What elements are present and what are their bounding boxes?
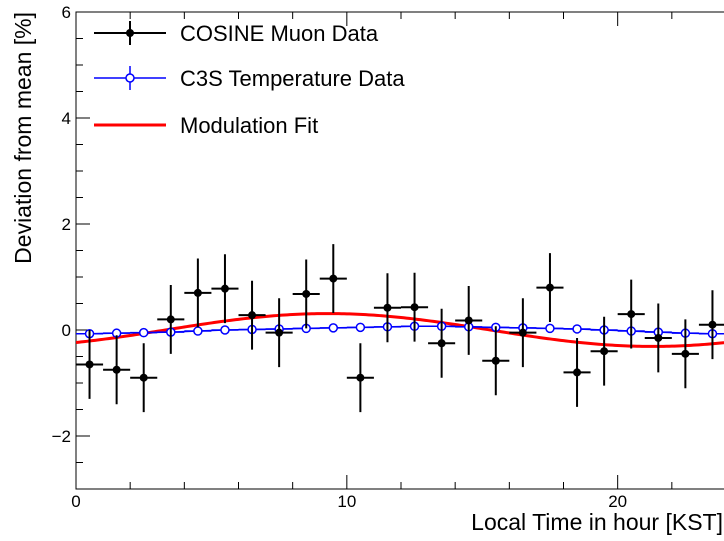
muon-point	[654, 333, 663, 342]
muon-point	[220, 284, 229, 293]
tick-labels: 0 10 20 −2 0 2 4 6	[52, 3, 628, 511]
y-tick-label: 4	[62, 109, 71, 128]
muon-point	[356, 373, 365, 382]
y-axis-title: Deviation from mean [%]	[10, 12, 36, 264]
muon-point	[383, 303, 392, 312]
muon-point	[518, 328, 527, 337]
muon-point	[248, 311, 257, 320]
y-tick-label: 2	[62, 215, 71, 234]
legend-temp-marker	[125, 73, 135, 83]
y-tick-label: 0	[62, 321, 71, 340]
temperature-point	[193, 326, 203, 336]
muon-point	[85, 360, 94, 369]
muon-point	[491, 356, 500, 365]
legend-item-muon: COSINE Muon Data	[94, 21, 379, 46]
data-layer	[76, 244, 724, 413]
muon-point	[275, 328, 284, 337]
fit-curve	[76, 312, 724, 348]
muon-point	[545, 283, 554, 292]
muon-point	[464, 316, 473, 325]
temperature-point	[572, 324, 582, 334]
muon-point	[410, 303, 419, 312]
x-tick-label: 0	[71, 492, 80, 511]
legend-muon-marker	[126, 29, 134, 37]
muon-point	[139, 373, 148, 382]
muon-point	[708, 320, 717, 329]
muon-point	[166, 315, 175, 324]
y-tick-label: −2	[52, 427, 71, 446]
legend-temp-label: C3S Temperature Data	[180, 66, 405, 91]
axis-ticks	[75, 11, 673, 490]
muon-point	[329, 274, 338, 283]
legend-item-fit: Modulation Fit	[94, 113, 318, 138]
x-tick-label: 20	[608, 492, 627, 511]
x-tick-label: 10	[337, 492, 356, 511]
muon-point	[600, 347, 609, 356]
muon-point	[681, 349, 690, 358]
legend-muon-label: COSINE Muon Data	[180, 21, 379, 46]
x-axis-title: Local Time in hour [KST]	[471, 509, 723, 535]
muon-point	[302, 289, 311, 298]
temperature-point	[355, 322, 366, 333]
muon-point	[627, 310, 636, 319]
legend-fit-label: Modulation Fit	[180, 113, 318, 138]
temperature-point	[328, 323, 339, 333]
temperature-point	[545, 323, 555, 334]
legend: COSINE Muon Data C3S Temperature Data Mo…	[94, 21, 405, 138]
muon-point	[193, 288, 202, 297]
temperature-point	[220, 325, 230, 335]
muon-point	[112, 365, 121, 374]
muon-point	[573, 368, 582, 377]
y-tick-label: 6	[62, 3, 71, 22]
muon-point	[437, 339, 446, 348]
legend-item-temperature: C3S Temperature Data	[94, 66, 405, 91]
temperature-point	[138, 327, 149, 338]
